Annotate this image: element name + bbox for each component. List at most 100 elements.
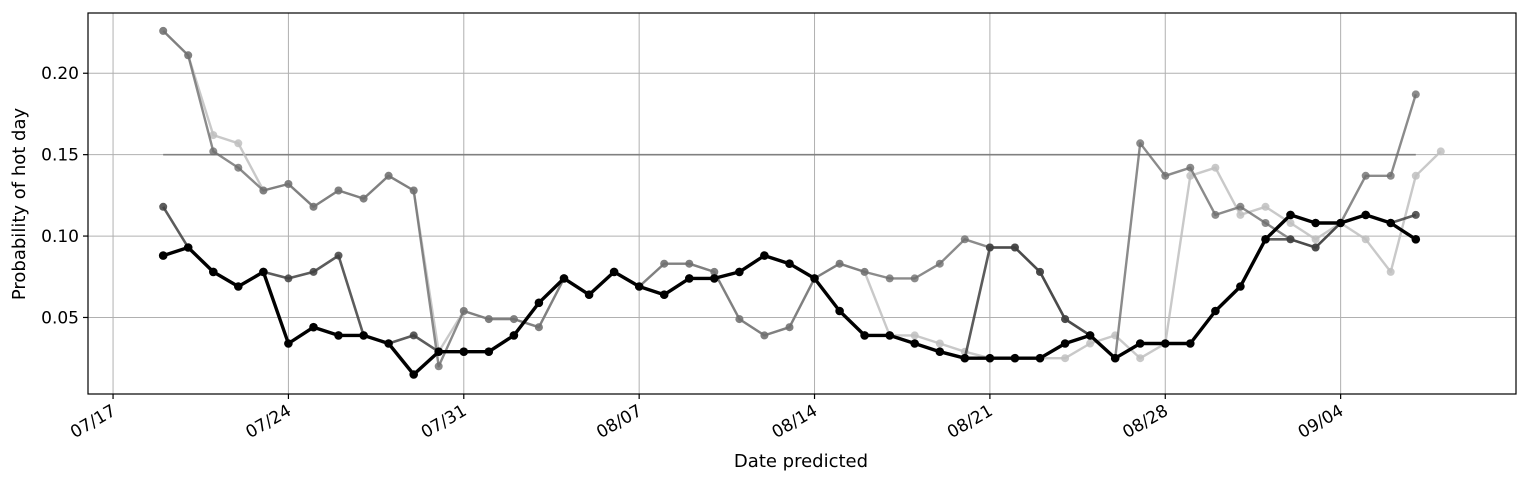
data-point	[1136, 139, 1145, 148]
data-point	[960, 353, 970, 363]
data-point	[434, 347, 444, 357]
x-tick-label: 08/21	[944, 401, 996, 443]
data-point	[559, 274, 569, 283]
data-point	[584, 290, 594, 300]
data-point	[534, 298, 544, 308]
data-point	[334, 331, 343, 340]
data-point	[158, 251, 168, 260]
data-point	[1361, 210, 1370, 220]
data-point	[409, 331, 418, 340]
x-tick-label: 07/31	[418, 401, 470, 443]
data-point	[434, 362, 443, 371]
data-point	[1061, 354, 1070, 363]
data-point	[1411, 171, 1420, 180]
data-point	[860, 331, 869, 340]
x-tick-label: 07/17	[67, 401, 119, 443]
data-point	[1286, 219, 1295, 227]
data-point	[835, 259, 844, 268]
data-point	[1411, 235, 1421, 244]
data-point	[1386, 267, 1395, 276]
data-point	[910, 274, 919, 283]
data-point	[835, 306, 844, 316]
data-point	[1311, 218, 1320, 228]
data-point	[760, 251, 769, 260]
data-point	[1261, 219, 1270, 227]
y-tick-label: 0.20	[41, 64, 79, 84]
y-axis-label: Probability of hot day	[9, 108, 30, 301]
y-tick-label: 0.15	[41, 146, 79, 166]
y-axis-ticks: 0.05 0.10 0.15 0.20	[41, 64, 88, 328]
x-axis-ticks: 07/17 07/24 07/31 08/07 08/14 08/21 08/28 09/04	[67, 394, 1347, 443]
data-point	[960, 235, 969, 244]
data-point	[1261, 202, 1270, 211]
data-point	[885, 274, 894, 283]
data-point	[1010, 353, 1020, 363]
data-point	[209, 147, 218, 156]
data-point	[1035, 353, 1045, 363]
data-point	[384, 339, 393, 348]
data-point	[1236, 210, 1245, 219]
data-point	[1186, 163, 1195, 172]
data-point	[935, 339, 944, 348]
data-point	[1010, 243, 1019, 252]
x-tick-label: 07/24	[242, 401, 294, 443]
data-point	[910, 339, 919, 348]
data-point	[1085, 331, 1095, 340]
x-tick-label: 08/28	[1119, 401, 1171, 443]
data-point	[685, 274, 694, 283]
data-point	[459, 347, 469, 357]
data-point	[935, 347, 945, 357]
data-point	[1411, 210, 1420, 219]
data-point	[1236, 282, 1245, 291]
data-point	[1311, 243, 1320, 252]
series-line	[162, 30, 1417, 368]
data-point	[985, 353, 995, 363]
data-point	[810, 274, 819, 283]
x-tick-label: 08/14	[769, 401, 821, 443]
data-point	[660, 259, 669, 268]
data-point	[309, 267, 318, 276]
y-tick-label: 0.10	[41, 227, 79, 247]
data-point	[159, 26, 168, 35]
y-tick-label: 0.05	[41, 308, 79, 328]
data-point	[710, 267, 719, 276]
data-point	[484, 315, 493, 324]
data-point	[259, 267, 268, 277]
data-point	[334, 251, 343, 260]
data-point	[1110, 353, 1120, 363]
data-point	[234, 139, 243, 148]
data-point	[409, 370, 419, 379]
data-point	[935, 259, 944, 268]
data-point	[735, 315, 744, 324]
data-point	[1411, 90, 1420, 99]
data-point	[234, 282, 243, 291]
data-point	[409, 186, 418, 195]
data-point	[1186, 339, 1195, 348]
data-point	[1386, 218, 1395, 228]
data-point	[1236, 202, 1245, 211]
data-point	[1361, 235, 1370, 244]
data-point	[985, 243, 994, 252]
data-point	[234, 163, 243, 172]
data-point	[209, 131, 218, 140]
data-point	[1311, 235, 1320, 244]
data-point	[309, 202, 318, 211]
series-3	[159, 202, 1420, 363]
data-point	[459, 307, 468, 315]
plot-frame	[87, 12, 1517, 395]
data-point	[785, 323, 794, 332]
data-point	[334, 186, 343, 195]
data-point	[1286, 235, 1295, 244]
data-point	[509, 331, 519, 340]
x-tick-label: 09/04	[1295, 401, 1347, 443]
data-point	[384, 171, 393, 180]
data-point	[1261, 235, 1270, 244]
data-point	[885, 331, 894, 340]
data-point	[1286, 210, 1295, 220]
data-point	[1086, 339, 1095, 348]
x-axis-label: Date predicted	[734, 451, 868, 472]
data-point	[1136, 354, 1145, 363]
data-point	[1061, 315, 1070, 324]
data-point	[184, 51, 193, 60]
data-point	[1211, 306, 1220, 316]
